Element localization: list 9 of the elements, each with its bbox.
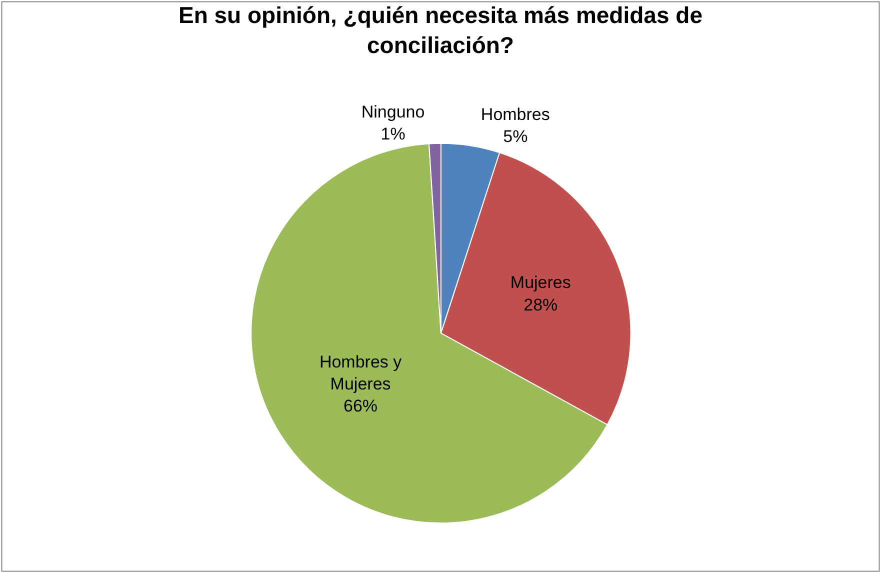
chart-title: En su opinión, ¿quién necesita más medidas de conciliación? [178,2,703,58]
slice-label: Mujeres [510,273,571,292]
data-label: 66% [344,396,378,416]
data-label: 28% [524,295,558,314]
data-label: 1% [380,124,406,144]
slice-label: Hombres y Mujeres [319,352,402,394]
slice-label: Hombres [480,105,550,124]
slice-label: Ninguno [361,102,425,122]
data-label: 5% [503,127,528,146]
